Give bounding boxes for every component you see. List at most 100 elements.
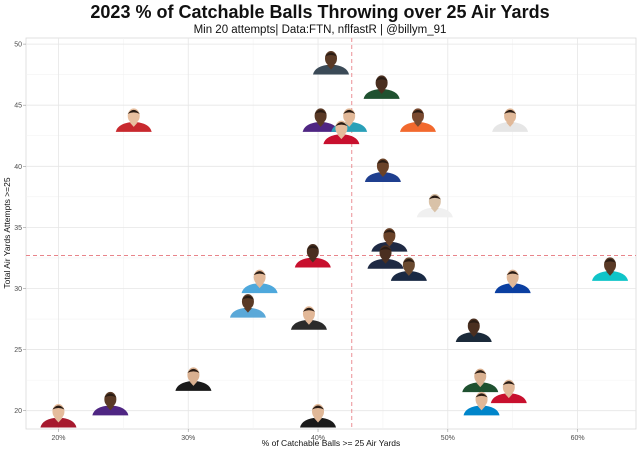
y-tick-label: 50: [14, 42, 22, 49]
hair-shape: [253, 271, 266, 276]
neck-shape: [255, 283, 264, 289]
neck-shape: [508, 283, 517, 289]
y-tick-label: 25: [14, 347, 22, 354]
neck-shape: [476, 382, 485, 388]
x-axis-ticks: 20% 30% 40% 50% 60%: [51, 429, 585, 442]
y-tick-label: 40: [14, 164, 22, 171]
hair-shape: [52, 405, 65, 410]
hair-shape: [402, 258, 415, 263]
jersey-shape: [490, 393, 527, 404]
player-headshot-point: [323, 120, 360, 145]
player-headshot-point: [592, 257, 629, 281]
player-headshot-point: [367, 245, 404, 269]
player-headshot-point: [40, 404, 77, 428]
reference-lines: [26, 38, 636, 429]
neck-shape: [337, 134, 346, 140]
y-axis-label: Total Air Yards Attempts >=25: [2, 177, 12, 288]
player-headshot-point: [294, 243, 331, 268]
player-headshot-point: [290, 306, 327, 330]
grid-lines: [26, 38, 636, 429]
x-axis-label: % of Catchable Balls >= 25 Air Yards: [262, 438, 401, 448]
neck-shape: [314, 418, 323, 423]
hair-shape: [187, 368, 200, 373]
player-headshot-point: [364, 158, 401, 182]
hair-shape: [127, 109, 140, 114]
jersey-shape: [492, 121, 529, 132]
hair-shape: [241, 295, 254, 300]
hair-shape: [604, 258, 617, 263]
hair-shape: [335, 122, 348, 127]
hair-shape: [375, 76, 388, 81]
hair-shape: [506, 271, 519, 276]
neck-shape: [413, 122, 422, 127]
neck-shape: [243, 308, 252, 313]
player-headshot-point: [92, 391, 129, 416]
player-headshot-point: [390, 257, 427, 281]
jersey-shape: [229, 307, 266, 318]
neck-shape: [129, 122, 138, 127]
neck-shape: [385, 242, 394, 247]
player-headshot-point: [300, 404, 337, 428]
neck-shape: [54, 418, 63, 423]
hair-shape: [411, 109, 424, 114]
y-tick-label: 20: [14, 408, 22, 415]
y-tick-label: 35: [14, 225, 22, 232]
neck-shape: [308, 257, 317, 263]
neck-shape: [327, 64, 335, 70]
data-points: [40, 50, 629, 428]
player-headshot-point: [115, 108, 152, 132]
hair-shape: [343, 109, 356, 114]
hair-shape: [475, 393, 488, 398]
hair-shape: [302, 307, 315, 312]
player-headshot-point: [455, 318, 492, 343]
player-headshot-point: [302, 108, 339, 132]
x-tick-label: 50%: [441, 435, 455, 442]
hair-shape: [314, 109, 327, 114]
y-axis-ticks: 20 25 30 35 40 45 50: [14, 42, 26, 415]
jersey-shape: [399, 121, 436, 132]
chart-title: 2023 % of Catchable Balls Throwing over …: [90, 2, 550, 22]
jersey-shape: [115, 121, 152, 132]
neck-shape: [506, 122, 515, 127]
player-headshot-point: [363, 75, 400, 99]
hair-shape: [502, 381, 515, 386]
neck-shape: [316, 122, 325, 127]
hair-shape: [104, 393, 117, 398]
hair-shape: [312, 405, 325, 410]
hair-shape: [467, 320, 480, 325]
player-headshot-point: [416, 193, 453, 218]
player-headshot-point: [313, 50, 349, 75]
y-tick-label: 45: [14, 103, 22, 110]
player-headshot-point: [229, 294, 266, 318]
hair-shape: [306, 245, 319, 250]
player-headshot-point: [463, 391, 500, 416]
neck-shape: [606, 271, 615, 276]
neck-shape: [378, 172, 387, 177]
neck-shape: [381, 259, 390, 264]
neck-shape: [477, 405, 486, 411]
hair-shape: [379, 246, 392, 251]
player-headshot-point: [494, 269, 531, 294]
x-tick-label: 40%: [311, 435, 325, 442]
chart-subtitle: Min 20 attempts| Data:FTN, nflfastR | @b…: [193, 24, 447, 36]
hair-shape: [325, 52, 337, 57]
hair-shape: [504, 109, 517, 114]
jersey-shape: [92, 405, 129, 416]
neck-shape: [189, 381, 198, 386]
neck-shape: [304, 320, 313, 325]
player-headshot-point: [241, 269, 278, 294]
neck-shape: [345, 122, 354, 127]
player-headshot-point: [492, 108, 529, 132]
neck-shape: [106, 405, 115, 411]
player-headshot-point: [490, 379, 527, 404]
hair-shape: [383, 229, 396, 234]
y-tick-label: 30: [14, 286, 22, 293]
neck-shape: [404, 271, 413, 276]
jersey-shape: [302, 121, 339, 132]
neck-shape: [469, 332, 478, 338]
neck-shape: [377, 89, 386, 94]
player-headshot-point: [462, 368, 499, 393]
plot-panel: [25, 37, 637, 430]
x-tick-label: 30%: [181, 435, 195, 442]
